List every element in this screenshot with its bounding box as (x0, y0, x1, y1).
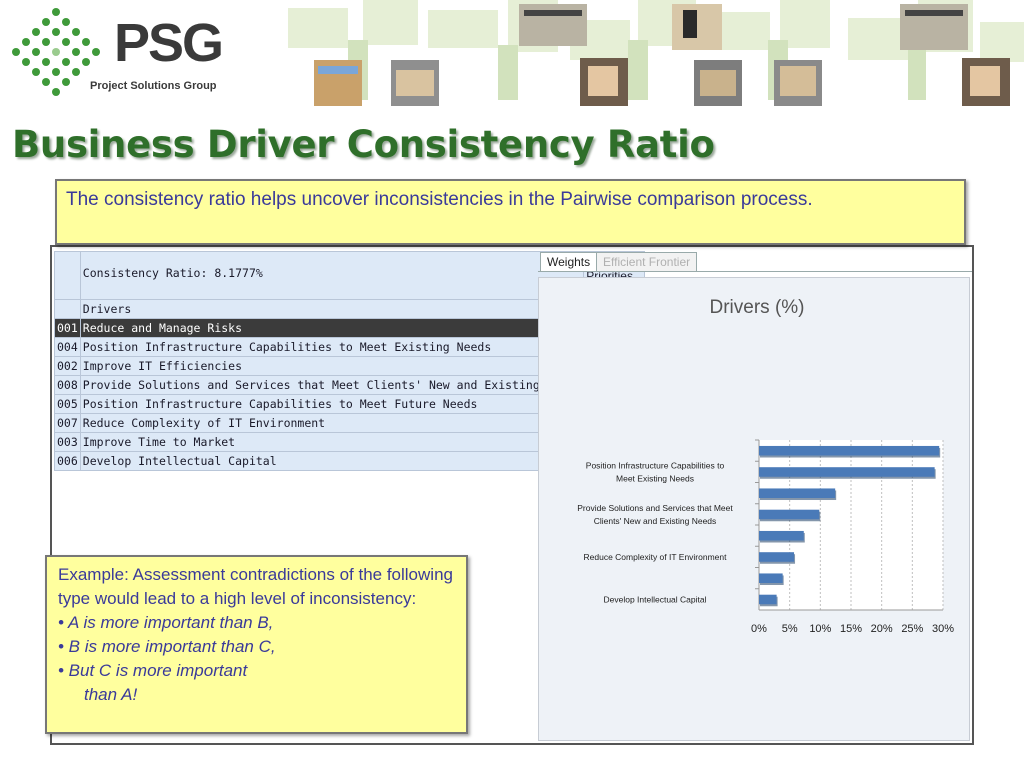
example-bullet-2: • B is more important than C, (58, 637, 276, 656)
drivers-header: Drivers (79, 299, 585, 319)
tab-efficient-frontier[interactable]: Efficient Frontier (596, 252, 698, 271)
consistency-ratio-label: Consistency Ratio: 8.1777% (82, 266, 263, 280)
x-tick-label: 20% (871, 623, 893, 635)
logo-dots-icon (12, 8, 100, 96)
category-label: Develop Intellectual Capital (603, 594, 706, 604)
driver-id: 001 (54, 318, 81, 338)
x-tick-label: 0% (751, 623, 767, 635)
example-intro: Example: Assessment contradictions of th… (58, 565, 453, 608)
driver-name: Provide Solutions and Services that Meet… (79, 375, 585, 395)
chart-title: Drivers (%) (710, 297, 805, 318)
brand-tagline: Project Solutions Group (90, 80, 217, 92)
slide-title: Business Driver Consistency Ratio (12, 123, 715, 166)
driver-id: 002 (54, 356, 81, 376)
table-row[interactable]: 005 Position Infrastructure Capabilities … (54, 394, 645, 414)
driver-id: 006 (54, 451, 81, 471)
x-tick-label: 5% (782, 623, 798, 635)
bar (759, 488, 836, 499)
x-tick-label: 10% (809, 623, 831, 635)
bar (759, 573, 783, 584)
example-bullet-3: • But C is more important (58, 661, 248, 680)
x-tick-label: 25% (901, 623, 923, 635)
driver-id: 003 (54, 432, 81, 452)
example-bullet-1: • A is more important than B, (58, 613, 274, 632)
category-label: Position Infrastructure Capabilities to M… (586, 460, 725, 483)
tab-weights[interactable]: Weights (540, 252, 598, 271)
category-label: Reduce Complexity of IT Environment (584, 552, 728, 562)
driver-name: Develop Intellectual Capital (79, 451, 585, 471)
bar (759, 509, 820, 520)
bar (759, 594, 777, 605)
drivers-chart-panel: Drivers (%) 0% 5% 10% 15% 20% 25% 30% Position I… (538, 277, 970, 741)
driver-id: 005 (54, 394, 81, 414)
driver-name: Position Infrastructure Capabilities to … (79, 337, 585, 357)
callout-consistency-description: The consistency ratio helps uncover inco… (55, 179, 966, 245)
driver-name: Reduce Complexity of IT Environment (79, 413, 585, 433)
brand-name: PSG (114, 13, 224, 73)
driver-id: 004 (54, 337, 81, 357)
x-tick-label: 30% (932, 623, 954, 635)
consistency-ratio-cell: Consistency Ratio: 8.1777% (79, 251, 585, 300)
bar (759, 467, 935, 477)
driver-name: Position Infrastructure Capabilities to … (79, 394, 585, 414)
bar (759, 552, 795, 562)
decorative-photo-banner (288, 0, 1024, 106)
example-bullet-4: than A! (84, 685, 138, 704)
category-label: Provide Solutions and Services that Meet… (577, 503, 733, 526)
driver-name: Improve Time to Market (79, 432, 585, 452)
driver-id: 008 (54, 375, 81, 395)
bar (759, 530, 804, 541)
callout-example: Example: Assessment contradictions of th… (45, 555, 468, 734)
bar (759, 445, 940, 456)
driver-id: 007 (54, 413, 81, 433)
driver-name: Reduce and Manage Risks (79, 318, 585, 338)
driver-name: Improve IT Efficiencies (79, 356, 585, 376)
chart-tab-strip: Weights Efficient Frontier (538, 249, 972, 272)
callout-text: The consistency ratio helps uncover inco… (66, 189, 813, 210)
x-tick-label: 15% (840, 623, 862, 635)
drivers-bar-chart: Drivers (%) 0% 5% 10% 15% 20% 25% 30% Position I… (577, 297, 954, 635)
psg-logo: PSG Project Solutions Group (6, 6, 236, 98)
app-screenshot-panel: Consistency Ratio: 8.1777% Priorities Dr… (50, 245, 974, 745)
